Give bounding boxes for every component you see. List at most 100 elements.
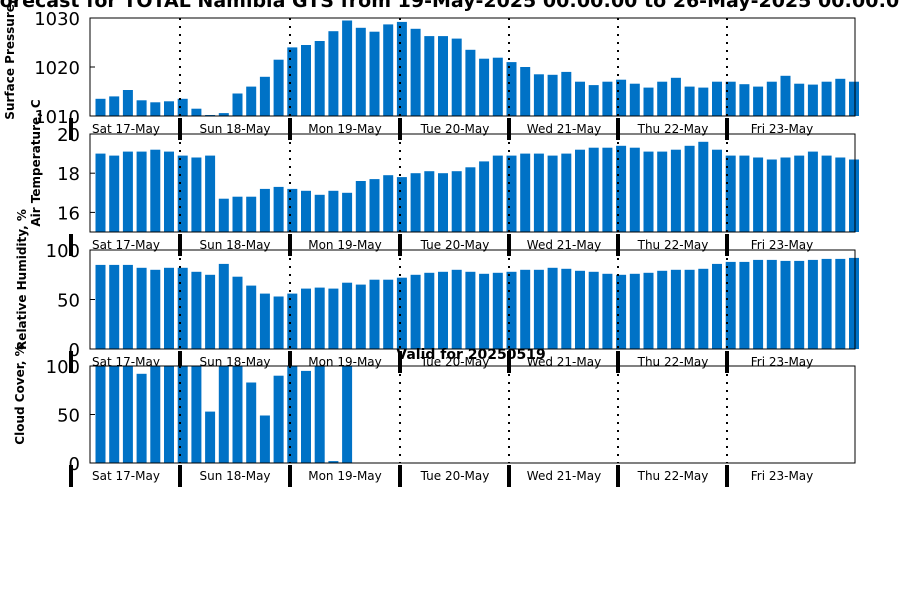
bar	[643, 87, 654, 116]
bar	[205, 274, 216, 350]
bar	[164, 366, 174, 463]
bar	[136, 267, 147, 349]
bar	[849, 81, 859, 116]
bar	[506, 271, 517, 349]
bar	[766, 259, 777, 349]
bar	[342, 192, 353, 232]
day-label: Thu 22-May	[637, 122, 709, 136]
bar	[287, 293, 298, 349]
bar	[753, 157, 764, 232]
bar	[136, 151, 147, 232]
figure-title: Forecast for TOTAL Namibia GTS from 19-M…	[0, 0, 900, 12]
bar	[684, 269, 695, 349]
bar	[424, 171, 435, 232]
bar	[136, 100, 147, 116]
bar	[383, 175, 394, 232]
bar	[849, 159, 859, 232]
bar	[547, 155, 558, 232]
bar	[232, 93, 243, 116]
bar	[547, 267, 558, 349]
bar	[177, 267, 188, 349]
bar	[396, 177, 407, 232]
y-tick-label: 50	[57, 291, 80, 312]
bar	[301, 45, 311, 116]
bar	[287, 188, 298, 232]
bar	[301, 370, 311, 463]
bar	[246, 285, 257, 349]
bar	[342, 282, 353, 349]
bar	[438, 271, 448, 349]
y-axis-label: Surface Pressure, mb	[3, 0, 17, 120]
bar	[369, 31, 380, 117]
bar	[355, 181, 366, 232]
bar	[451, 269, 462, 349]
bar	[616, 274, 627, 350]
bar	[588, 271, 599, 349]
bar	[506, 62, 517, 116]
day-label: Tue 20-May	[420, 238, 490, 252]
bar	[218, 198, 229, 232]
day-label: Wed 21-May	[527, 122, 601, 136]
bar	[657, 81, 668, 116]
bar	[533, 153, 544, 232]
day-label: Wed 21-May	[527, 238, 601, 252]
bar	[396, 277, 407, 349]
y-tick-label: 18	[57, 164, 80, 185]
bar	[177, 98, 188, 116]
y-tick-label: 100	[46, 241, 80, 262]
plot-frame	[89, 365, 856, 464]
bar	[218, 113, 229, 116]
y-tick-label: 0	[69, 340, 80, 361]
bar	[95, 153, 106, 232]
bar	[643, 151, 654, 232]
bar	[766, 81, 777, 116]
bar	[465, 271, 476, 349]
y-tick-label: 50	[57, 406, 80, 427]
bar	[150, 366, 161, 463]
bar	[602, 147, 613, 232]
bar	[259, 188, 270, 232]
bar	[821, 258, 832, 349]
bar	[575, 81, 585, 116]
day-label: Sun 18-May	[199, 238, 270, 252]
bar	[136, 373, 147, 463]
bar	[205, 411, 216, 463]
bar	[575, 270, 585, 349]
bar	[670, 77, 681, 116]
bar	[273, 186, 284, 232]
bar	[451, 38, 462, 116]
bar	[396, 21, 407, 116]
bar	[561, 153, 572, 232]
bar	[725, 81, 736, 116]
bar	[369, 279, 380, 349]
bar	[369, 179, 380, 232]
bar	[807, 259, 818, 349]
bar	[424, 36, 435, 116]
bar	[273, 296, 284, 349]
bar	[451, 171, 462, 232]
bar	[232, 276, 243, 349]
bar	[616, 145, 627, 232]
bar	[492, 57, 503, 116]
bar	[328, 190, 339, 232]
bar	[122, 366, 133, 463]
bar	[314, 194, 325, 232]
bar	[410, 173, 421, 232]
day-label: Tue 20-May	[420, 122, 490, 136]
day-label: Thu 22-May	[637, 469, 709, 483]
day-label: Fri 23-May	[751, 469, 814, 483]
bar	[122, 151, 133, 232]
bar	[657, 270, 668, 349]
day-label: Thu 22-May	[637, 355, 709, 369]
bar	[122, 264, 133, 349]
bar	[821, 155, 832, 232]
bar	[588, 147, 599, 232]
bar	[629, 147, 640, 232]
y-axis-label: Air Temperature, C	[29, 99, 43, 227]
bar	[588, 85, 599, 116]
bar	[533, 74, 544, 116]
bar	[383, 24, 394, 116]
bar	[492, 155, 503, 232]
bar	[465, 49, 476, 116]
bar	[218, 263, 229, 349]
